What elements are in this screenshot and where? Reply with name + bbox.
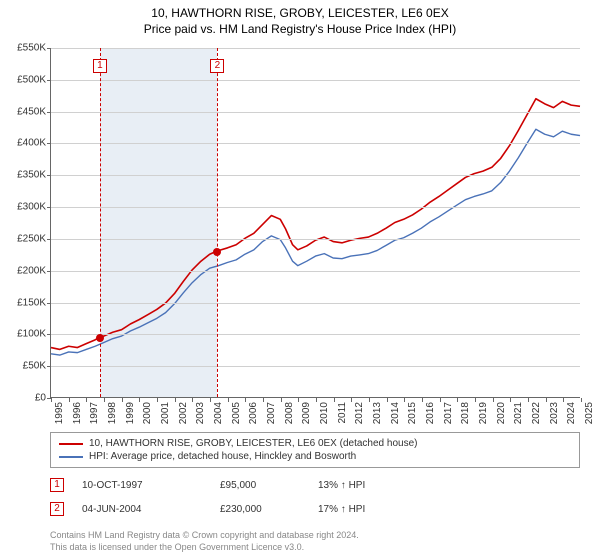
x-tick-label: 2009 bbox=[301, 402, 312, 424]
event-marker-dot bbox=[213, 248, 221, 256]
legend-box: 10, HAWTHORN RISE, GROBY, LEICESTER, LE6… bbox=[50, 432, 580, 468]
chart-container: 10, HAWTHORN RISE, GROBY, LEICESTER, LE6… bbox=[0, 0, 600, 560]
y-tick-label: £100K bbox=[17, 329, 46, 340]
y-tick-label: £50K bbox=[23, 361, 46, 372]
chart-subtitle: Price paid vs. HM Land Registry's House … bbox=[0, 22, 600, 36]
x-tick-label: 2007 bbox=[266, 402, 277, 424]
sale-pct-1: 13% ↑ HPI bbox=[318, 480, 428, 491]
x-tick-label: 2018 bbox=[460, 402, 471, 424]
x-tick-label: 1997 bbox=[89, 402, 100, 424]
legend-swatch-property bbox=[59, 443, 83, 445]
x-tick-label: 2010 bbox=[319, 402, 330, 424]
y-tick-label: £400K bbox=[17, 138, 46, 149]
x-tick-label: 1996 bbox=[72, 402, 83, 424]
x-tick-label: 2001 bbox=[160, 402, 171, 424]
sale-marker-2: 2 bbox=[50, 502, 64, 516]
title-block: 10, HAWTHORN RISE, GROBY, LEICESTER, LE6… bbox=[0, 0, 600, 36]
x-tick-label: 2019 bbox=[478, 402, 489, 424]
y-tick-label: £350K bbox=[17, 170, 46, 181]
x-tick-label: 2008 bbox=[284, 402, 295, 424]
x-tick-label: 2003 bbox=[195, 402, 206, 424]
x-tick-label: 2024 bbox=[566, 402, 577, 424]
y-tick-label: £300K bbox=[17, 202, 46, 213]
event-marker-box: 2 bbox=[210, 59, 224, 73]
sale-row-1: 1 10-OCT-1997 £95,000 13% ↑ HPI bbox=[50, 478, 580, 492]
y-tick-label: £550K bbox=[17, 43, 46, 54]
attribution-line-2: This data is licensed under the Open Gov… bbox=[50, 542, 580, 554]
x-tick-label: 2013 bbox=[372, 402, 383, 424]
attribution-text: Contains HM Land Registry data © Crown c… bbox=[50, 530, 580, 553]
legend-item-hpi: HPI: Average price, detached house, Hinc… bbox=[59, 450, 571, 463]
x-tick-label: 2017 bbox=[443, 402, 454, 424]
attribution-line-1: Contains HM Land Registry data © Crown c… bbox=[50, 530, 580, 542]
x-tick-label: 2023 bbox=[549, 402, 560, 424]
x-tick-label: 2021 bbox=[513, 402, 524, 424]
x-tick-label: 1999 bbox=[125, 402, 136, 424]
legend-item-property: 10, HAWTHORN RISE, GROBY, LEICESTER, LE6… bbox=[59, 437, 571, 450]
x-tick-label: 2025 bbox=[584, 402, 595, 424]
y-tick-label: £500K bbox=[17, 74, 46, 85]
x-tick-label: 2004 bbox=[213, 402, 224, 424]
sale-date-2: 04-JUN-2004 bbox=[82, 504, 202, 515]
chart-lines-svg bbox=[51, 48, 580, 397]
y-tick-label: £0 bbox=[35, 393, 46, 404]
x-tick-label: 2002 bbox=[178, 402, 189, 424]
x-tick-label: 2022 bbox=[531, 402, 542, 424]
chart-title: 10, HAWTHORN RISE, GROBY, LEICESTER, LE6… bbox=[0, 6, 600, 20]
x-tick-label: 2015 bbox=[407, 402, 418, 424]
x-tick-label: 2012 bbox=[354, 402, 365, 424]
x-tick-label: 1998 bbox=[107, 402, 118, 424]
event-marker-dot bbox=[96, 334, 104, 342]
sale-price-2: £230,000 bbox=[220, 504, 300, 515]
sale-pct-2: 17% ↑ HPI bbox=[318, 504, 428, 515]
sale-price-1: £95,000 bbox=[220, 480, 300, 491]
x-tick-label: 2014 bbox=[390, 402, 401, 424]
x-tick-label: 2020 bbox=[496, 402, 507, 424]
y-tick-label: £450K bbox=[17, 106, 46, 117]
series-property bbox=[51, 99, 580, 350]
legend-swatch-hpi bbox=[59, 456, 83, 458]
x-tick-label: 2011 bbox=[337, 402, 348, 424]
y-tick-label: £150K bbox=[17, 297, 46, 308]
event-marker-box: 1 bbox=[93, 59, 107, 73]
legend-label-hpi: HPI: Average price, detached house, Hinc… bbox=[89, 451, 356, 462]
chart-plot-area: £0£50K£100K£150K£200K£250K£300K£350K£400… bbox=[50, 48, 580, 398]
x-tick-label: 2000 bbox=[142, 402, 153, 424]
x-tick-label: 2016 bbox=[425, 402, 436, 424]
x-tick-label: 2005 bbox=[231, 402, 242, 424]
sale-date-1: 10-OCT-1997 bbox=[82, 480, 202, 491]
x-tick-label: 2006 bbox=[248, 402, 259, 424]
sale-row-2: 2 04-JUN-2004 £230,000 17% ↑ HPI bbox=[50, 502, 580, 516]
legend-label-property: 10, HAWTHORN RISE, GROBY, LEICESTER, LE6… bbox=[89, 438, 417, 449]
y-tick-label: £200K bbox=[17, 265, 46, 276]
x-tick-label: 1995 bbox=[54, 402, 65, 424]
series-hpi bbox=[51, 129, 580, 355]
y-tick-label: £250K bbox=[17, 233, 46, 244]
sale-marker-1: 1 bbox=[50, 478, 64, 492]
